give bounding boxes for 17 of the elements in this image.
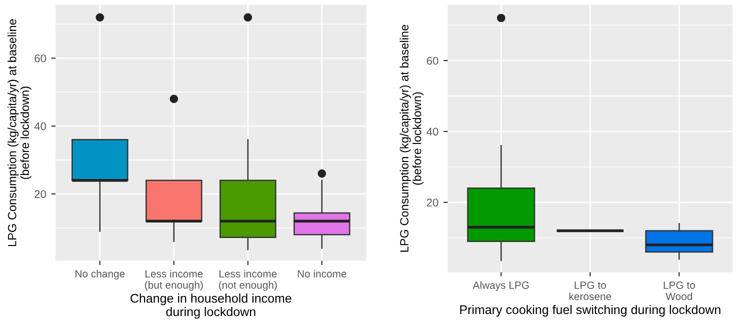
y-tick-label: 20 (426, 198, 438, 206)
x-tick-label: Always LPG (472, 281, 529, 291)
x-axis-title: Primary cooking fuel switching during lockdown (460, 304, 720, 317)
x-tick-label: Less income (but enough) (145, 270, 203, 291)
x-tick-label: No income (298, 270, 346, 278)
x-tick-label: LPG to kerosene (569, 282, 612, 300)
y-axis-title: LPG Consumption (kg/capita/yr) at baseline (before lockdown) (400, 24, 424, 252)
y-axis-title: LPG Consumption (kg/capita/yr) at baseline (before lockdown) (8, 19, 32, 246)
x-tick-label: Less income (not enough) (219, 270, 277, 291)
y-tick-label: 20 (34, 190, 46, 198)
y-tick-label: 60 (426, 56, 438, 65)
y-tick-label: 40 (426, 128, 438, 136)
x-axis-title: Change in household income during lockdown (130, 294, 292, 319)
x-tick-label: No change (76, 270, 125, 280)
y-tick-label: 60 (34, 54, 46, 62)
x-tick-label: LPG to Wood (664, 282, 695, 300)
y-tick-label: 40 (34, 122, 46, 130)
